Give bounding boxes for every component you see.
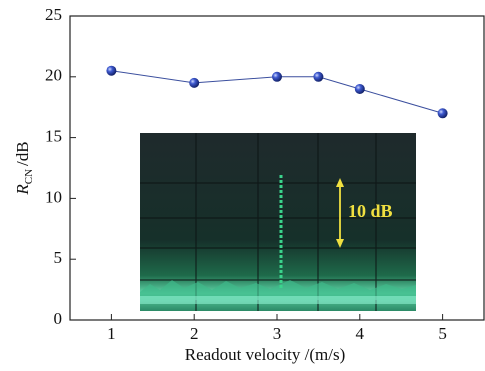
y-tick-label: 25 xyxy=(45,5,62,24)
chart: 10 dB Readout velocity /(m/s) RCN/dB 0 5 1… xyxy=(0,0,485,371)
y-tick-label: 5 xyxy=(54,248,63,267)
y-tick-label: 20 xyxy=(45,66,62,85)
inset-annotation: 10 dB xyxy=(348,201,393,221)
y-tick-label: 0 xyxy=(54,309,63,328)
x-tick-label: 5 xyxy=(438,324,447,343)
point xyxy=(272,72,282,82)
x-tick-label: 3 xyxy=(273,324,282,343)
x-axis-label: Readout velocity /(m/s) xyxy=(185,345,346,364)
x-tick-label: 2 xyxy=(190,324,199,343)
y-tick-label: 15 xyxy=(45,127,62,146)
y-label-symbol: R xyxy=(13,184,32,196)
y-tick-label: 10 xyxy=(45,187,62,206)
point xyxy=(106,66,116,76)
x-tick-label: 4 xyxy=(356,324,365,343)
y-axis-label: RCN/dB xyxy=(13,141,35,195)
inset-photo: 10 dB xyxy=(140,133,416,311)
point xyxy=(355,84,365,94)
point xyxy=(189,78,199,88)
point xyxy=(438,108,448,118)
page: {"chart_data": {"type": "line", "x": [1,… xyxy=(0,0,485,371)
y-label-unit: /dB xyxy=(13,141,32,166)
point xyxy=(313,72,323,82)
y-label-subscript: CN xyxy=(23,169,35,184)
x-tick-label: 1 xyxy=(107,324,116,343)
